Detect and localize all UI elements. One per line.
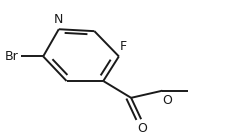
Text: F: F bbox=[119, 40, 126, 53]
Text: O: O bbox=[137, 122, 146, 135]
Text: Br: Br bbox=[5, 50, 19, 63]
Text: O: O bbox=[162, 94, 172, 107]
Text: N: N bbox=[54, 13, 63, 26]
